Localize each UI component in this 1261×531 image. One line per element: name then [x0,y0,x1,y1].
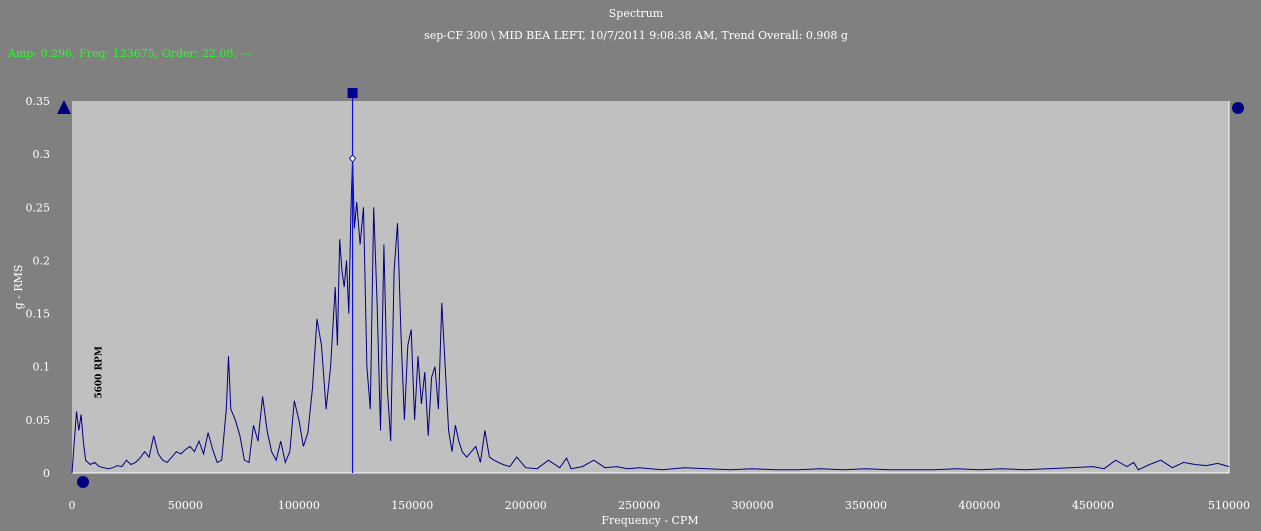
chart-title: Spectrum [609,7,664,20]
y-tick-label: 0.35 [26,95,51,108]
x-max-scale-handle-icon[interactable] [1232,102,1244,114]
plot-area [72,101,1229,473]
y-tick-label: 0.05 [26,414,51,427]
x-axis-label: Frequency - CPM [601,514,698,527]
cursor-readout: Amp: 0.296, Freq: 123675, Order: 22.08, … [7,47,252,60]
rpm-annotation: 5600 RPM [95,346,105,398]
y-tick-label: 0 [43,467,50,480]
chart-subtitle: sep-CF 300 \ MID BEA LEFT, 10/7/2011 9:0… [424,29,848,42]
y-tick-label: 0.3 [33,148,51,161]
y-tick-labels: 0 0.05 0.1 0.15 0.2 0.25 0.3 0.35 [26,95,51,480]
y-axis-label: g - RMS [12,265,25,310]
x-tick-label: 400000 [958,499,1000,512]
cursor-peak-marker [348,154,357,163]
x-tick-label: 300000 [732,499,774,512]
y-tick-label: 0.2 [33,254,51,267]
running-speed-marker-icon[interactable] [77,476,89,488]
y-max-scale-handle-icon[interactable] [57,100,71,114]
x-tick-label: 510000 [1208,499,1250,512]
y-tick-label: 0.1 [33,361,51,374]
x-tick-label: 200000 [505,499,547,512]
x-tick-label: 350000 [845,499,887,512]
x-tick-label: 50000 [168,499,203,512]
x-tick-label: 450000 [1072,499,1114,512]
spectrum-series-line [71,158,1230,474]
y-tick-label: 0.15 [26,308,51,321]
x-tick-label: 100000 [278,499,320,512]
x-tick-label: 0 [69,499,76,512]
x-tick-label: 150000 [391,499,433,512]
cursor-handle[interactable] [347,88,358,98]
y-tick-label: 0.25 [26,201,51,214]
x-tick-labels: 0 50000 100000 150000 200000 250000 300000 3500… [69,499,1251,512]
x-tick-label: 250000 [618,499,660,512]
